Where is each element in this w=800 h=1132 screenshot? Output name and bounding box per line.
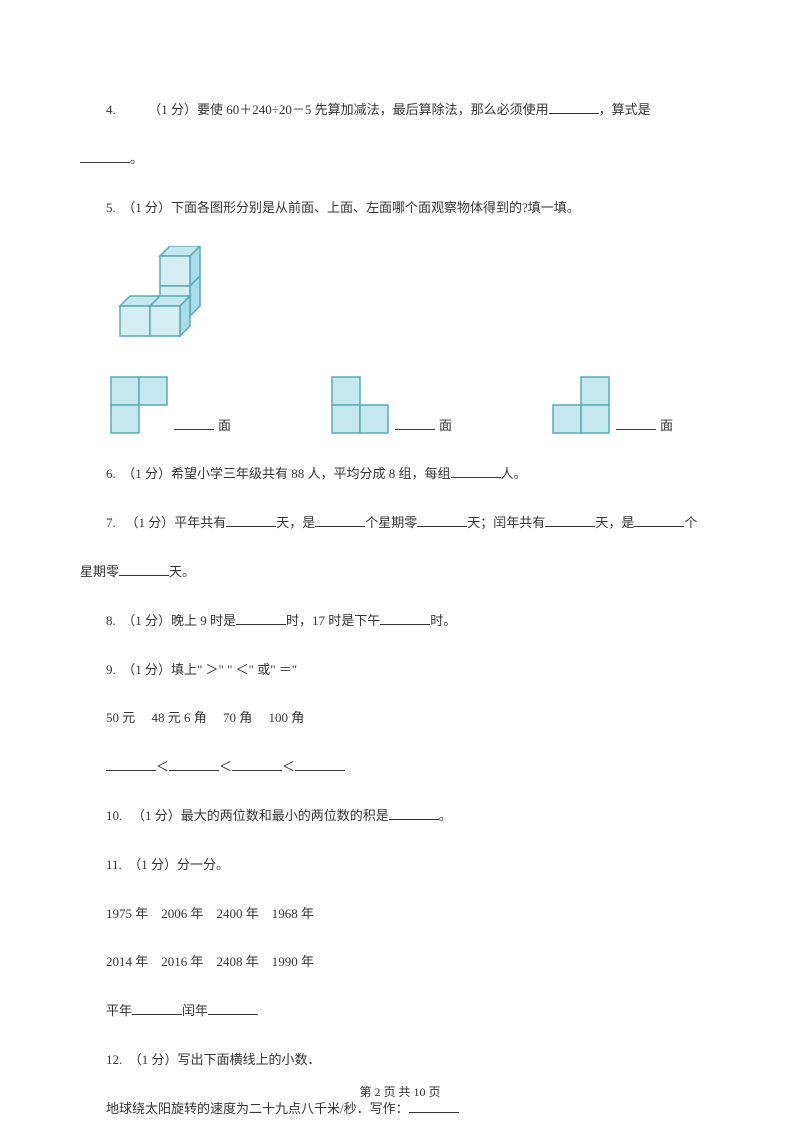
view-3-blank bbox=[616, 416, 656, 437]
q11-y1-text: 1975 年 2006 年 2400 年 1968 年 bbox=[106, 906, 314, 921]
blank bbox=[169, 757, 219, 771]
footer-text: 第 2 页 共 10 页 bbox=[359, 1085, 440, 1099]
question-5: 5. （1 分）下面各图形分别是从前面、上面、左面哪个面观察物体得到的?填一填。 bbox=[80, 198, 720, 219]
q6-suffix: 人。 bbox=[501, 466, 527, 481]
q7-p4: 天；闰年共有 bbox=[467, 515, 545, 530]
question-4: 4. （1 分）要使 60＋240÷20－5 先算加减法，最后算除法，那么必须使… bbox=[80, 100, 720, 121]
q7-p1: 7. （1 分）平年共有 bbox=[106, 515, 226, 530]
blank bbox=[380, 611, 430, 625]
lt1: ＜ bbox=[156, 759, 169, 774]
view-1-label: 面 bbox=[218, 416, 231, 437]
blank bbox=[417, 513, 467, 527]
q11-text: 11. （1 分）分一分。 bbox=[106, 857, 229, 872]
q8-p3: 时。 bbox=[430, 613, 456, 628]
q10-p2: 。 bbox=[439, 808, 452, 823]
view-1-blank bbox=[174, 416, 214, 437]
q4-text-prefix: 4. （1 分）要使 60＋240÷20－5 先算加减法，最后算除法，那么必须使… bbox=[106, 102, 549, 117]
q6-prefix: 6. （1 分）希望小学三年级共有 88 人，平均分成 8 组，每组 bbox=[106, 466, 451, 481]
q7-p5: 天，是 bbox=[595, 515, 634, 530]
blank bbox=[549, 100, 599, 114]
question-8: 8. （1 分）晚上 9 时是 时，17 时是下午 时。 bbox=[80, 611, 720, 632]
question-12: 12. （1 分）写出下面横线上的小数． bbox=[80, 1050, 720, 1071]
view-2-svg bbox=[331, 376, 391, 436]
view-3-svg bbox=[552, 376, 612, 436]
q8-p1: 8. （1 分）晚上 9 时是 bbox=[106, 613, 236, 628]
question-4-cont: 。 bbox=[80, 149, 720, 170]
blank bbox=[295, 757, 345, 771]
question-10: 10. （1 分）最大的两位数和最小的两位数的积是 。 bbox=[80, 806, 720, 827]
blank bbox=[80, 149, 130, 163]
q12-line-text: 地球绕太阳旋转的速度为二十九点八千米/秒．写作： bbox=[106, 1101, 409, 1116]
q7c-p1: 星期零 bbox=[80, 564, 119, 579]
question-11-years1: 1975 年 2006 年 2400 年 1968 年 bbox=[80, 904, 720, 925]
q5-text: 5. （1 分）下面各图形分别是从前面、上面、左面哪个面观察物体得到的?填一填。 bbox=[106, 200, 580, 215]
q11a-p2: 闰年 bbox=[182, 1003, 208, 1018]
q4-cont-text: 。 bbox=[130, 151, 143, 166]
q7-p6: 个 bbox=[684, 515, 697, 530]
view-3: 面 bbox=[552, 376, 673, 436]
question-9-values: 50 元 48 元 6 角 70 角 100 角 bbox=[80, 708, 720, 729]
blank bbox=[226, 513, 276, 527]
blank bbox=[634, 513, 684, 527]
blank bbox=[106, 757, 156, 771]
cube-3d-figure bbox=[110, 246, 720, 356]
q7c-p2: 天。 bbox=[169, 564, 195, 579]
blank bbox=[451, 464, 501, 478]
q12-text: 12. （1 分）写出下面横线上的小数． bbox=[106, 1052, 321, 1067]
view-1: 面 bbox=[110, 376, 231, 436]
blank bbox=[232, 757, 282, 771]
question-7-cont: 星期零 天。 bbox=[80, 562, 720, 583]
question-9: 9. （1 分）填上" ＞" " ＜" 或" ＝" bbox=[80, 660, 720, 681]
views-row: 面 面 面 bbox=[110, 376, 720, 436]
q4-text-suffix: ，算式是 bbox=[599, 102, 651, 117]
blank bbox=[132, 1001, 182, 1015]
q11-y2-text: 2014 年 2016 年 2408 年 1990 年 bbox=[106, 954, 314, 969]
question-11: 11. （1 分）分一分。 bbox=[80, 855, 720, 876]
q11a-p1: 平年 bbox=[106, 1003, 132, 1018]
view-2-label: 面 bbox=[439, 416, 452, 437]
cube-3d-svg bbox=[110, 246, 220, 356]
blank bbox=[545, 513, 595, 527]
question-6: 6. （1 分）希望小学三年级共有 88 人，平均分成 8 组，每组 人。 bbox=[80, 464, 720, 485]
q9-values-text: 50 元 48 元 6 角 70 角 100 角 bbox=[106, 710, 304, 725]
blank bbox=[389, 806, 439, 820]
question-9-compare: ＜ ＜ ＜ bbox=[80, 757, 720, 778]
view-2: 面 bbox=[331, 376, 452, 436]
question-11-years2: 2014 年 2016 年 2408 年 1990 年 bbox=[80, 952, 720, 973]
question-11-answer: 平年 闰年 bbox=[80, 1001, 720, 1022]
lt3: ＜ bbox=[282, 759, 295, 774]
blank bbox=[315, 513, 365, 527]
blank bbox=[119, 562, 169, 576]
q10-p1: 10. （1 分）最大的两位数和最小的两位数的积是 bbox=[106, 808, 389, 823]
view-2-blank bbox=[395, 416, 435, 437]
question-7: 7. （1 分）平年共有 天，是 个星期零 天；闰年共有 天，是 个 bbox=[80, 513, 720, 534]
q9-text: 9. （1 分）填上" ＞" " ＜" 或" ＝" bbox=[106, 662, 297, 677]
q7-p2: 天，是 bbox=[276, 515, 315, 530]
page-footer: 第 2 页 共 10 页 bbox=[0, 1083, 800, 1102]
q8-p2: 时，17 时是下午 bbox=[286, 613, 380, 628]
view-3-label: 面 bbox=[660, 416, 673, 437]
lt2: ＜ bbox=[219, 759, 232, 774]
view-1-svg bbox=[110, 376, 170, 436]
blank bbox=[208, 1001, 258, 1015]
q7-p3: 个星期零 bbox=[365, 515, 417, 530]
blank bbox=[236, 611, 286, 625]
